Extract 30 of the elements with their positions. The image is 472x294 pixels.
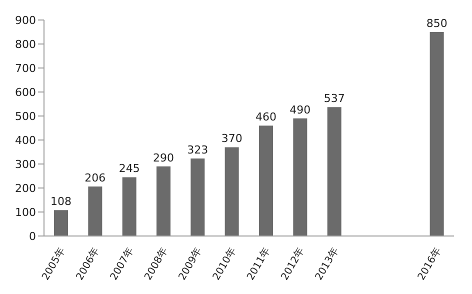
bar xyxy=(259,126,273,236)
y-tick-label: 100 xyxy=(15,206,36,219)
y-tick-label: 500 xyxy=(15,110,36,123)
data-label: 323 xyxy=(187,143,208,156)
data-label: 370 xyxy=(221,132,242,146)
y-tick-label: 600 xyxy=(15,86,36,99)
y-tick-label: 0 xyxy=(29,230,36,243)
bar xyxy=(293,118,308,236)
data-label: 206 xyxy=(84,172,106,185)
y-tick-label: 700 xyxy=(15,62,36,75)
y-tick-label: 300 xyxy=(15,158,36,171)
bar xyxy=(327,107,342,236)
bar xyxy=(88,186,102,236)
y-tick-label: 800 xyxy=(15,38,36,51)
data-label: 460 xyxy=(256,110,276,124)
data-label: 290 xyxy=(153,151,174,164)
y-tick-label: 400 xyxy=(15,134,36,147)
bar xyxy=(54,210,68,236)
data-label: 245 xyxy=(118,162,140,176)
data-label: 490 xyxy=(290,103,311,116)
data-label: 850 xyxy=(426,17,448,30)
bar xyxy=(122,177,136,236)
bar xyxy=(190,158,205,236)
bar xyxy=(156,166,170,236)
data-label: 537 xyxy=(324,92,345,106)
y-tick-label: 900 xyxy=(15,14,36,27)
y-tick-label: 200 xyxy=(15,182,36,195)
data-label: 108 xyxy=(50,195,72,208)
bar xyxy=(224,147,239,236)
bar xyxy=(430,32,444,236)
